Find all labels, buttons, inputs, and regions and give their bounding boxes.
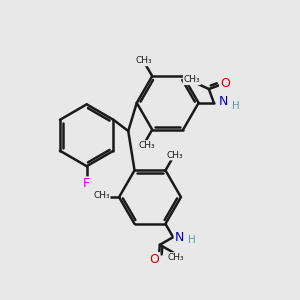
Text: CH₃: CH₃ [135, 56, 152, 65]
Text: H: H [188, 235, 196, 245]
Text: O: O [220, 77, 230, 90]
Text: CH₃: CH₃ [167, 151, 183, 160]
Text: H: H [232, 101, 240, 111]
Text: CH₃: CH₃ [184, 75, 200, 84]
Text: CH₃: CH₃ [93, 191, 110, 200]
Text: CH₃: CH₃ [167, 253, 184, 262]
Text: N: N [175, 231, 184, 244]
Text: F: F [83, 177, 90, 190]
Text: CH₃: CH₃ [138, 141, 155, 150]
Text: O: O [149, 253, 159, 266]
Text: N: N [219, 95, 229, 108]
